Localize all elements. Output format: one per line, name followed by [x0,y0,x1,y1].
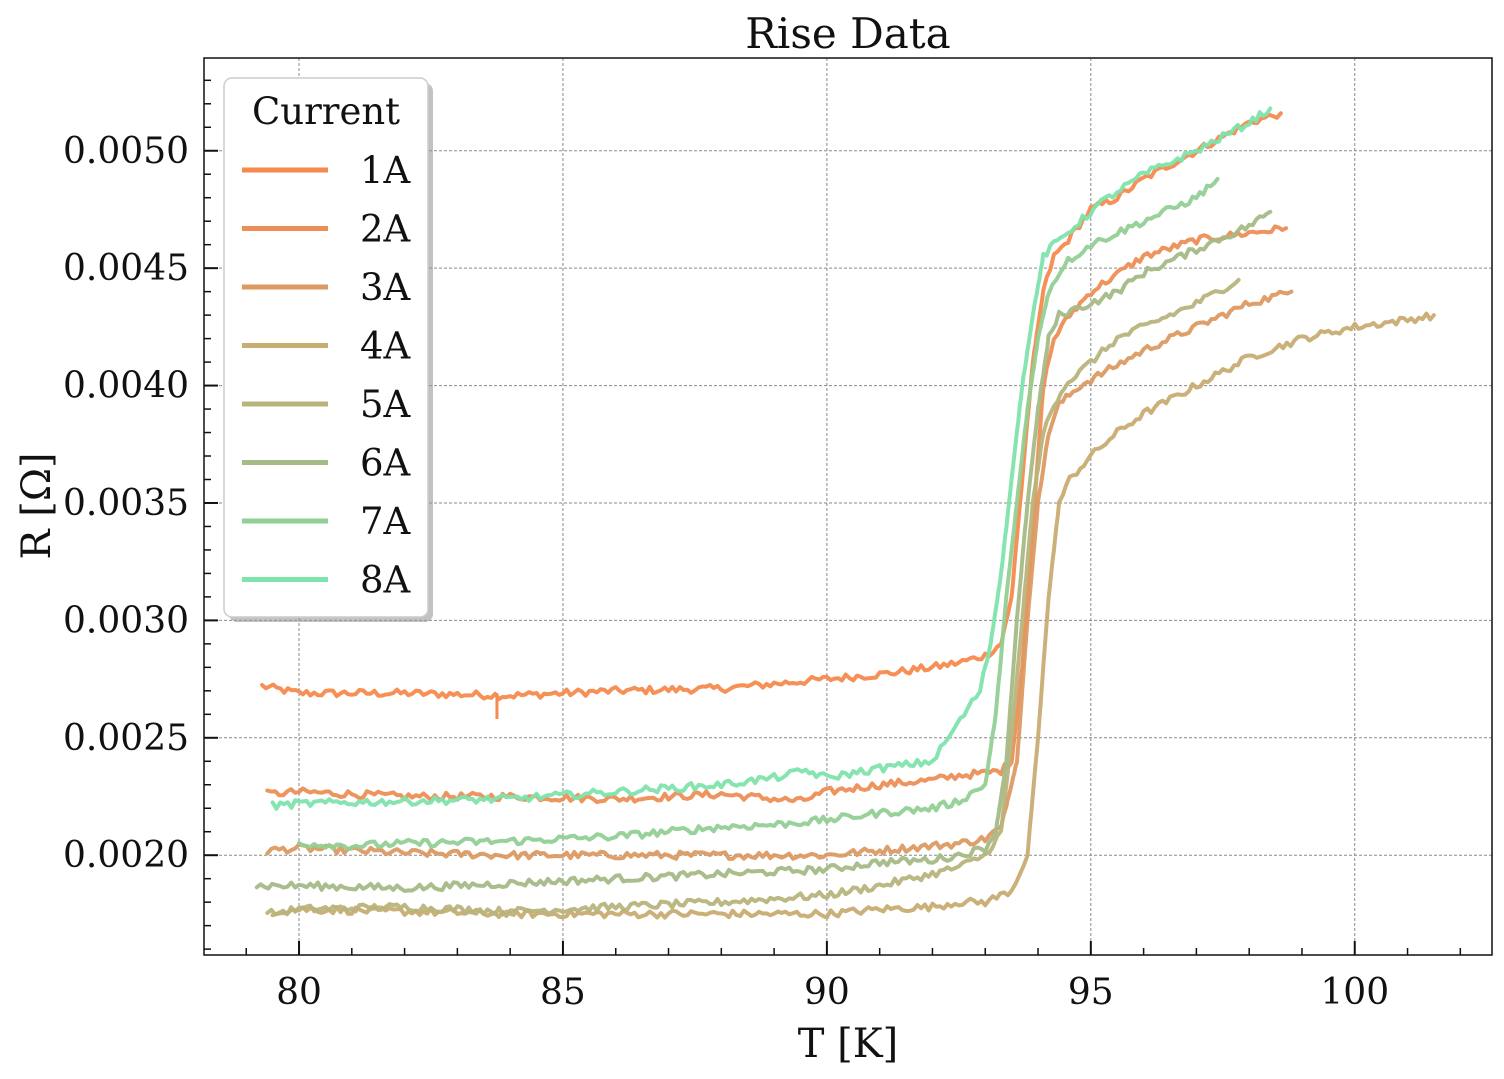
legend-label-5a: 5A [360,383,412,426]
legend: Current 1A 2A 3A 4A 5A 6A 7A 8A [223,77,433,622]
y-tick-label: 0.0025 [63,718,189,759]
y-tick-label: 0.0045 [63,248,189,289]
legend-label-1a: 1A [360,149,412,192]
x-axis-label: T [K] [798,1021,899,1067]
plot-frame [203,57,1493,956]
y-tick-label: 0.0040 [63,366,189,407]
y-tick-label: 0.0030 [63,600,189,641]
axis-ticks: 80 85 90 95 100 0.0020 0.0025 0.0030 0.0035 0.004… [63,79,1462,1013]
legend-label-3a: 3A [360,266,412,309]
x-tick-label: 80 [276,972,322,1013]
y-axis-label: R [Ω] [14,452,60,559]
grid [204,58,1492,955]
x-tick-label: 100 [1320,972,1389,1013]
y-tick-label: 0.0020 [63,835,189,876]
series-line-3a [265,289,1294,861]
series-line-8a [270,106,1273,811]
series-line-4a [270,311,1436,920]
legend-label-2a: 2A [360,208,412,251]
legend-entries: 1A 2A 3A 4A 5A 6A 7A 8A [242,149,412,602]
y-tick-label: 0.0050 [63,131,189,172]
y-tick-label: 0.0035 [63,483,189,524]
legend-label-7a: 7A [360,500,412,543]
series-line-6a [254,209,1273,893]
chart-title: Rise Data [745,9,950,58]
series-line-7a [297,176,1220,852]
legend-label-8a: 8A [360,559,412,602]
series-line-2a [265,224,1289,805]
series-layer [254,106,1436,920]
legend-label-4a: 4A [360,325,412,368]
series-line-5a [265,277,1241,917]
x-tick-label: 90 [804,972,850,1013]
x-tick-label: 95 [1068,972,1114,1013]
x-tick-label: 85 [540,972,586,1013]
legend-label-6a: 6A [360,442,412,485]
legend-title: Current [252,90,400,133]
